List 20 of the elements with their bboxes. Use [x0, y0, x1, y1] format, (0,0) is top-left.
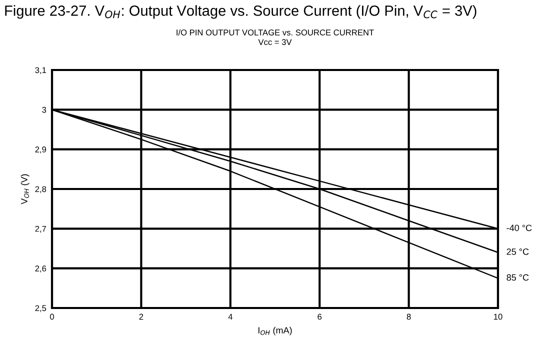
y-tick-label: 2,5: [35, 305, 46, 312]
x-tick-label: 0: [50, 314, 54, 320]
chart-subtitle: I/O PIN OUTPUT VOLTAGE vs. SOURCE CURRENT Vcc = 3V: [176, 29, 374, 46]
y-tick-label: 2,7: [35, 226, 46, 233]
y-tick-label: 2,8: [35, 186, 46, 194]
series-label: -40 °C: [506, 224, 532, 232]
x-tick-label: 8: [406, 314, 411, 320]
x-tick-label: 4: [228, 314, 232, 320]
x-tick-label: 10: [494, 314, 502, 320]
x-tick-label: 2: [139, 314, 144, 320]
chart-title: Figure 23-27. V$_{OH}$: Output Voltage vs. Source Current (I/O Pin, V$_{CC}$ = 3V): [5, 5, 476, 19]
y-tick-label: 3,1: [35, 67, 46, 74]
series-label: 85 °C: [506, 274, 529, 281]
x-tick-label: 6: [318, 314, 322, 320]
y-axis-title: V$_{OH}$ (V): [20, 174, 30, 204]
y-tick-label: 2,9: [35, 146, 46, 154]
series-label: 25 °C: [506, 248, 529, 255]
x-axis-title: I$_{OH}$ (mA): [258, 326, 292, 336]
y-tick-label: 2,6: [35, 266, 46, 272]
y-tick-label: 3: [42, 106, 46, 113]
